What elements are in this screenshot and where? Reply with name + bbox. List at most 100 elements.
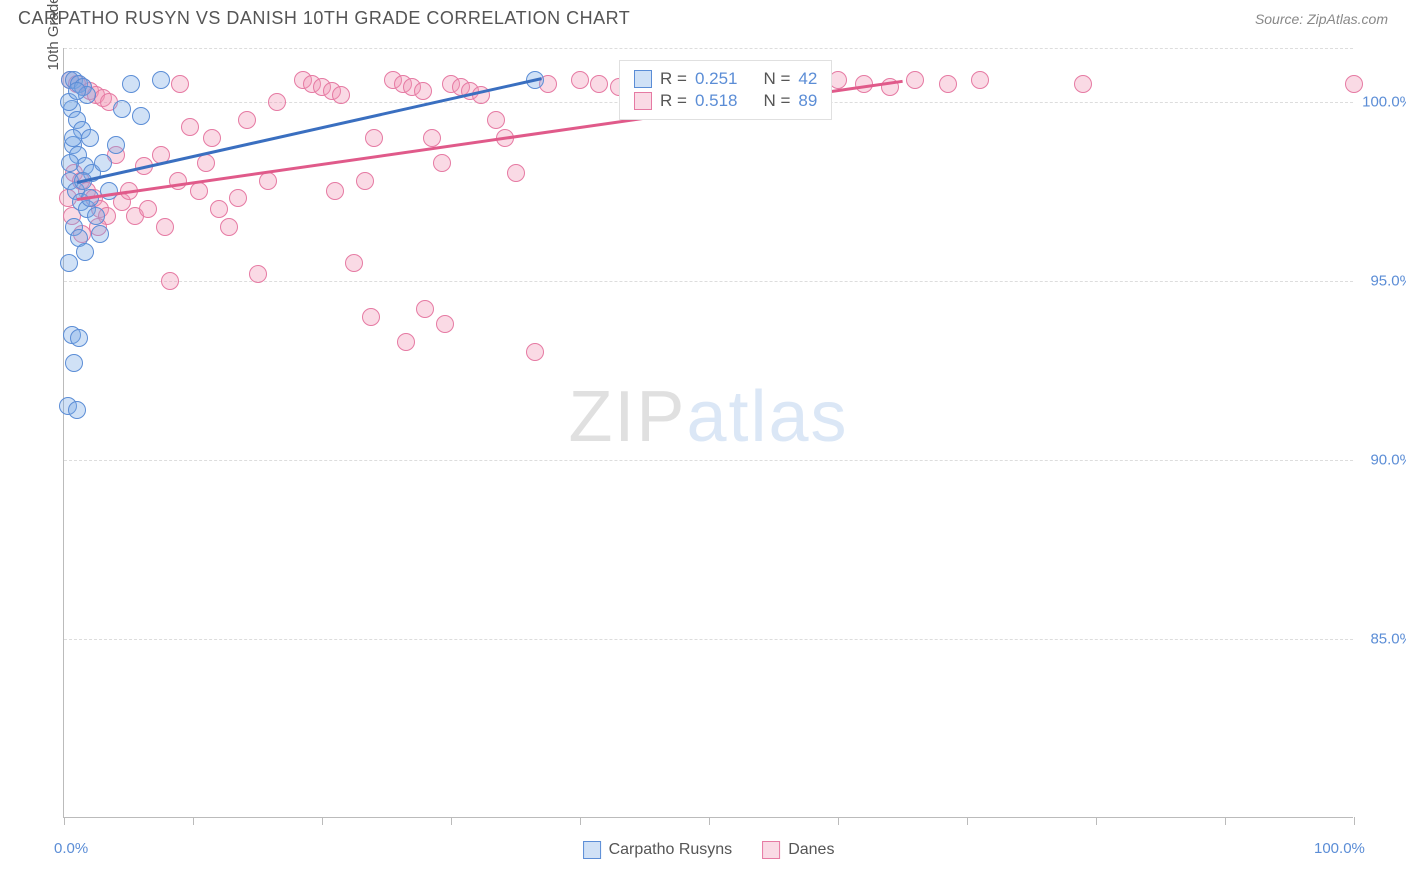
x-tick (967, 817, 968, 825)
y-tick-label: 100.0% (1362, 93, 1406, 110)
scatter-point-blue (94, 154, 112, 172)
x-tick (1096, 817, 1097, 825)
gridline (64, 460, 1353, 461)
scatter-point-pink (423, 129, 441, 147)
scatter-point-blue (70, 329, 88, 347)
swatch-blue (634, 70, 652, 88)
plot-region: ZIPatlas 85.0%90.0%95.0%100.0%0.0%100.0%… (63, 48, 1353, 818)
scatter-point-blue (91, 225, 109, 243)
scatter-point-pink (590, 75, 608, 93)
scatter-point-blue (152, 71, 170, 89)
scatter-point-pink (203, 129, 221, 147)
scatter-point-pink (971, 71, 989, 89)
scatter-point-pink (139, 200, 157, 218)
scatter-point-blue (100, 182, 118, 200)
scatter-point-pink (326, 182, 344, 200)
legend-item-pink: Danes (762, 841, 834, 859)
scatter-point-blue (87, 207, 105, 225)
series-legend: Carpatho Rusyns Danes (583, 841, 835, 859)
scatter-point-pink (397, 333, 415, 351)
legend-swatch-pink (762, 841, 780, 859)
scatter-point-pink (507, 164, 525, 182)
watermark: ZIPatlas (568, 376, 848, 458)
chart-header: CARPATHO RUSYN VS DANISH 10TH GRADE CORR… (0, 0, 1406, 33)
scatter-point-pink (161, 272, 179, 290)
scatter-point-pink (414, 82, 432, 100)
x-tick (322, 817, 323, 825)
scatter-point-blue (64, 129, 82, 147)
y-tick-label: 85.0% (1370, 630, 1406, 647)
scatter-point-pink (526, 343, 544, 361)
y-tick-label: 90.0% (1370, 451, 1406, 468)
scatter-point-pink (1345, 75, 1363, 93)
scatter-point-pink (345, 254, 363, 272)
scatter-point-pink (939, 75, 957, 93)
scatter-point-pink (238, 111, 256, 129)
y-tick-label: 95.0% (1370, 272, 1406, 289)
scatter-point-blue (113, 100, 131, 118)
n-value: 89 (798, 91, 817, 111)
legend-label: Carpatho Rusyns (609, 841, 733, 859)
scatter-point-pink (268, 93, 286, 111)
x-tick-label: 100.0% (1314, 840, 1365, 857)
swatch-pink (634, 92, 652, 110)
scatter-point-blue (65, 354, 83, 372)
scatter-point-pink (210, 200, 228, 218)
scatter-point-pink (906, 71, 924, 89)
scatter-point-pink (249, 265, 267, 283)
r-label: R = (660, 91, 687, 111)
scatter-point-blue (107, 136, 125, 154)
legend-swatch-blue (583, 841, 601, 859)
r-label: R = (660, 69, 687, 89)
scatter-point-pink (416, 300, 434, 318)
n-value: 42 (798, 69, 817, 89)
scatter-point-pink (362, 308, 380, 326)
r-value: 0.518 (695, 91, 738, 111)
chart-title: CARPATHO RUSYN VS DANISH 10TH GRADE CORR… (18, 8, 630, 29)
scatter-point-pink (156, 218, 174, 236)
scatter-point-pink (332, 86, 350, 104)
scatter-point-pink (220, 218, 238, 236)
x-tick (1354, 817, 1355, 825)
stats-row-blue: R = 0.251 N = 42 (634, 69, 817, 89)
source-attribution: Source: ZipAtlas.com (1255, 11, 1388, 27)
x-tick (1225, 817, 1226, 825)
scatter-point-pink (356, 172, 374, 190)
x-tick (709, 817, 710, 825)
stats-legend: R = 0.251 N = 42 R = 0.518 N = 89 (619, 60, 832, 120)
scatter-point-blue (60, 254, 78, 272)
scatter-point-pink (1074, 75, 1092, 93)
gridline (64, 48, 1353, 49)
x-tick (64, 817, 65, 825)
scatter-point-blue (68, 82, 86, 100)
scatter-point-pink (229, 189, 247, 207)
legend-item-blue: Carpatho Rusyns (583, 841, 733, 859)
scatter-point-pink (190, 182, 208, 200)
scatter-point-blue (122, 75, 140, 93)
scatter-point-pink (571, 71, 589, 89)
scatter-point-blue (76, 243, 94, 261)
scatter-point-pink (171, 75, 189, 93)
x-tick (580, 817, 581, 825)
r-value: 0.251 (695, 69, 738, 89)
scatter-point-blue (61, 154, 79, 172)
scatter-point-pink (487, 111, 505, 129)
scatter-point-pink (181, 118, 199, 136)
x-tick (451, 817, 452, 825)
n-label: N = (763, 69, 790, 89)
scatter-point-blue (81, 129, 99, 147)
n-label: N = (763, 91, 790, 111)
scatter-point-blue (132, 107, 150, 125)
scatter-point-pink (436, 315, 454, 333)
x-tick (838, 817, 839, 825)
legend-label: Danes (788, 841, 834, 859)
x-tick-label: 0.0% (54, 840, 88, 857)
scatter-point-blue (68, 401, 86, 419)
watermark-zip: ZIP (568, 377, 686, 457)
watermark-atlas: atlas (686, 377, 848, 457)
x-tick (193, 817, 194, 825)
gridline (64, 639, 1353, 640)
scatter-point-pink (433, 154, 451, 172)
y-axis-label: 10th Grade (45, 0, 62, 71)
stats-row-pink: R = 0.518 N = 89 (634, 91, 817, 111)
